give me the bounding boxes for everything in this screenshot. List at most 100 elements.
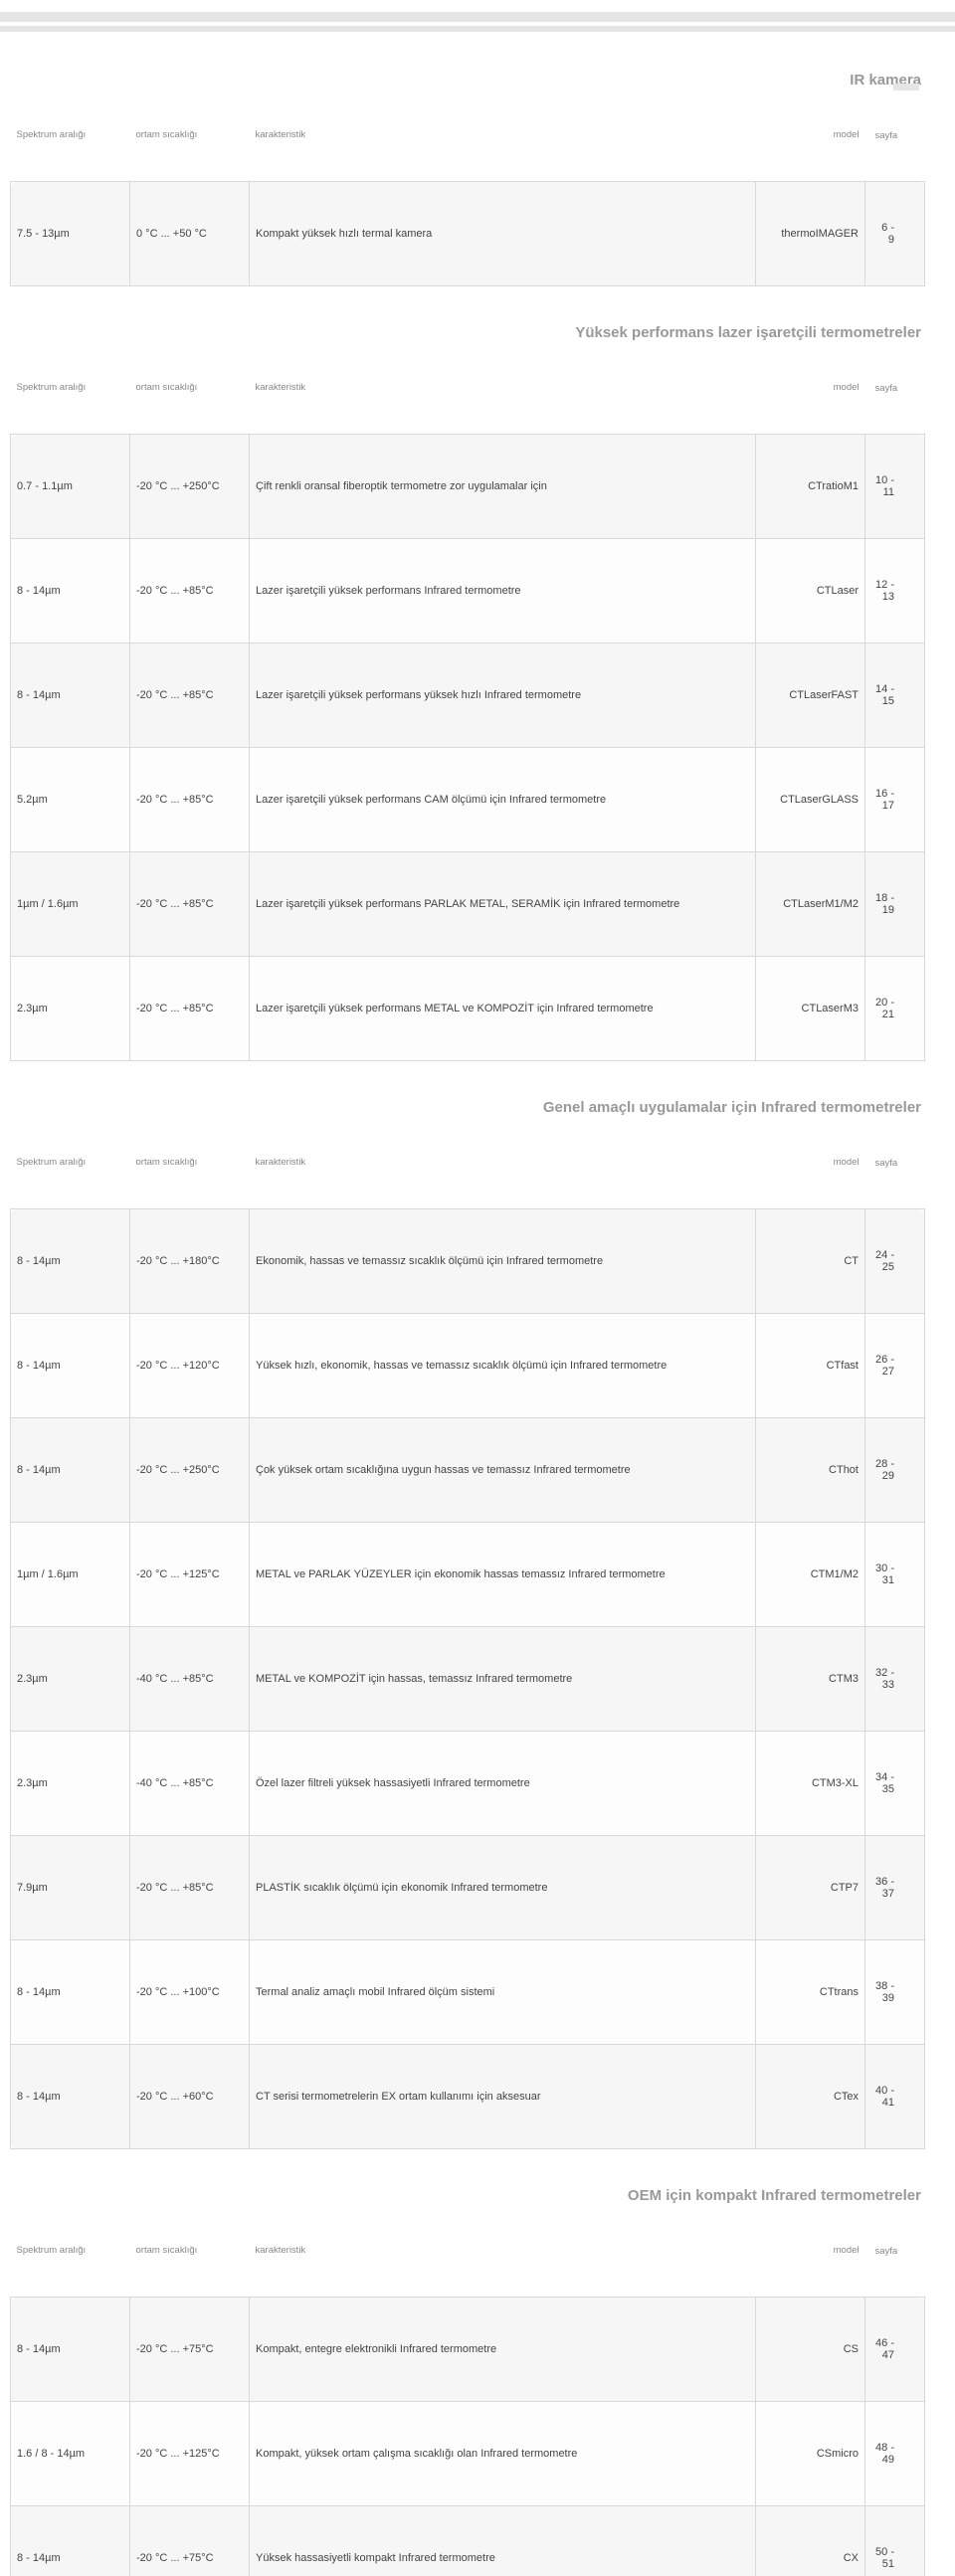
- column-header-ambient: ortam sıcaklığı: [130, 2206, 250, 2298]
- sections-container: IR kameraSpektrum aralığıortam sıcaklığı…: [10, 72, 925, 2576]
- cell-characteristic: Lazer işaretçili yüksek performans CAM ö…: [250, 748, 756, 852]
- cell-spectrum: 8 - 14µm: [11, 2506, 130, 2576]
- product-table: Spektrum aralığıortam sıcaklığıkarakteri…: [10, 1118, 925, 2149]
- cell-page: 12 - 13: [865, 539, 925, 644]
- cell-spectrum: 2.3µm: [11, 957, 130, 1061]
- column-header-page: sayfa: [865, 91, 925, 182]
- cell-ambient: -20 °C ... +75°C: [130, 2506, 250, 2576]
- cell-model: CTLaserM3: [756, 957, 865, 1061]
- cell-characteristic: Kompakt, entegre elektronikli Infrared t…: [250, 2298, 756, 2402]
- cell-page: 30 - 31: [865, 1523, 925, 1627]
- table-row: 8 - 14µm-20 °C ... +85°CLazer işaretçili…: [11, 539, 925, 644]
- cell-model: CTLaserFAST: [756, 644, 865, 748]
- cell-characteristic: Özel lazer filtreli yüksek hassasiyetli …: [250, 1732, 756, 1836]
- cell-ambient: -20 °C ... +85°C: [130, 1836, 250, 1940]
- table-row: 1µm / 1.6µm-20 °C ... +85°CLazer işaretç…: [11, 852, 925, 957]
- table-row: 1.6 / 8 - 14µm-20 °C ... +125°CKompakt, …: [11, 2402, 925, 2506]
- column-header-model: model: [756, 343, 865, 435]
- cell-characteristic: Lazer işaretçili yüksek performans yükse…: [250, 644, 756, 748]
- table-row: 8 - 14µm-20 °C ... +180°CEkonomik, hassa…: [11, 1209, 925, 1314]
- table-row: 7.9µm-20 °C ... +85°CPLASTİK sıcaklık öl…: [11, 1836, 925, 1940]
- cell-spectrum: 2.3µm: [11, 1627, 130, 1732]
- cell-characteristic: Yüksek hızlı, ekonomik, hassas ve temass…: [250, 1314, 756, 1418]
- table-row: 2.3µm-40 °C ... +85°CMETAL ve KOMPOZİT i…: [11, 1627, 925, 1732]
- table-row: 2.3µm-20 °C ... +85°CLazer işaretçili yü…: [11, 957, 925, 1061]
- cell-characteristic: Kompakt, yüksek ortam çalışma sıcaklığı …: [250, 2402, 756, 2506]
- column-header-page: sayfa: [865, 1118, 925, 1209]
- cell-spectrum: 2.3µm: [11, 1732, 130, 1836]
- cell-spectrum: 8 - 14µm: [11, 1418, 130, 1523]
- cell-page: 46 - 47: [865, 2298, 925, 2402]
- cell-ambient: -20 °C ... +180°C: [130, 1209, 250, 1314]
- column-header-spectrum: Spektrum aralığı: [11, 2206, 130, 2298]
- table-row: 8 - 14µm-20 °C ... +85°CLazer işaretçili…: [11, 644, 925, 748]
- column-header-characteristic: karakteristik: [250, 91, 756, 182]
- cell-spectrum: 8 - 14µm: [11, 2298, 130, 2402]
- cell-page: 28 - 29: [865, 1418, 925, 1523]
- cell-page: 48 - 49: [865, 2402, 925, 2506]
- cell-characteristic: CT serisi termometrelerin EX ortam kulla…: [250, 2045, 756, 2149]
- cell-model: CTLaserM1/M2: [756, 852, 865, 957]
- cell-ambient: -20 °C ... +250°C: [130, 435, 250, 539]
- cell-characteristic: Ekonomik, hassas ve temassız sıcaklık öl…: [250, 1209, 756, 1314]
- cell-model: CSmicro: [756, 2402, 865, 2506]
- cell-spectrum: 7.5 - 13µm: [11, 182, 130, 286]
- section-title: Yüksek performans lazer işaretçili termo…: [10, 324, 925, 341]
- product-table: Spektrum aralığıortam sıcaklığıkarakteri…: [10, 2206, 925, 2576]
- cell-characteristic: PLASTİK sıcaklık ölçümü için ekonomik In…: [250, 1836, 756, 1940]
- table-row: 0.7 - 1.1µm-20 °C ... +250°CÇift renkli …: [11, 435, 925, 539]
- column-header-characteristic: karakteristik: [250, 1118, 756, 1209]
- cell-ambient: 0 °C ... +50 °C: [130, 182, 250, 286]
- table-row: 8 - 14µm-20 °C ... +250°CÇok yüksek orta…: [11, 1418, 925, 1523]
- cell-page: 14 - 15: [865, 644, 925, 748]
- section-title: IR kamera: [10, 72, 925, 89]
- cell-model: CTM3-XL: [756, 1732, 865, 1836]
- cell-spectrum: 8 - 14µm: [11, 1209, 130, 1314]
- cell-spectrum: 1µm / 1.6µm: [11, 852, 130, 957]
- column-header-model: model: [756, 91, 865, 182]
- column-header-characteristic: karakteristik: [250, 343, 756, 435]
- column-header-page: sayfa: [865, 343, 925, 435]
- cell-model: CTtrans: [756, 1940, 865, 2045]
- cell-spectrum: 0.7 - 1.1µm: [11, 435, 130, 539]
- section: OEM için kompakt Infrared termometrelerS…: [10, 2187, 925, 2576]
- product-table: Spektrum aralığıortam sıcaklığıkarakteri…: [10, 343, 925, 1061]
- table-row: 8 - 14µm-20 °C ... +60°CCT serisi termom…: [11, 2045, 925, 2149]
- cell-spectrum: 8 - 14µm: [11, 644, 130, 748]
- cell-ambient: -20 °C ... +85°C: [130, 957, 250, 1061]
- cell-page: 36 - 37: [865, 1836, 925, 1940]
- cell-page: 20 - 21: [865, 957, 925, 1061]
- cell-spectrum: 8 - 14µm: [11, 539, 130, 644]
- table-row: 8 - 14µm-20 °C ... +120°CYüksek hızlı, e…: [11, 1314, 925, 1418]
- cell-ambient: -20 °C ... +60°C: [130, 2045, 250, 2149]
- cell-model: CTLaserGLASS: [756, 748, 865, 852]
- cell-page: 40 - 41: [865, 2045, 925, 2149]
- cell-ambient: -40 °C ... +85°C: [130, 1627, 250, 1732]
- cell-spectrum: 8 - 14µm: [11, 1940, 130, 2045]
- cell-page: 38 - 39: [865, 1940, 925, 2045]
- cell-characteristic: Lazer işaretçili yüksek performans Infra…: [250, 539, 756, 644]
- cell-spectrum: 8 - 14µm: [11, 2045, 130, 2149]
- cell-characteristic: Kompakt yüksek hızlı termal kamera: [250, 182, 756, 286]
- cell-characteristic: Lazer işaretçili yüksek performans PARLA…: [250, 852, 756, 957]
- section: IR kamera Spektrum aralığıortam sıcaklığı…: [10, 72, 925, 286]
- cell-page: 16 - 17: [865, 748, 925, 852]
- section: Yüksek performans lazer işaretçili termo…: [10, 324, 925, 1061]
- cell-ambient: -20 °C ... +100°C: [130, 1940, 250, 2045]
- table-row: 5.2µm-20 °C ... +85°CLazer işaretçili yü…: [11, 748, 925, 852]
- column-header-ambient: ortam sıcaklığı: [130, 343, 250, 435]
- table-row: 1µm / 1.6µm-20 °C ... +125°CMETAL ve PAR…: [11, 1523, 925, 1627]
- column-header-spectrum: Spektrum aralığı: [11, 1118, 130, 1209]
- cell-ambient: -40 °C ... +85°C: [130, 1732, 250, 1836]
- column-header-ambient: ortam sıcaklığı: [130, 1118, 250, 1209]
- cell-page: 24 - 25: [865, 1209, 925, 1314]
- cell-spectrum: 7.9µm: [11, 1836, 130, 1940]
- cell-page: 10 - 11: [865, 435, 925, 539]
- column-header-spectrum: Spektrum aralığı: [11, 343, 130, 435]
- cell-ambient: -20 °C ... +85°C: [130, 539, 250, 644]
- cell-ambient: -20 °C ... +250°C: [130, 1418, 250, 1523]
- cell-model: CTM3: [756, 1627, 865, 1732]
- cell-page: 50 - 51: [865, 2506, 925, 2576]
- product-table: Spektrum aralığıortam sıcaklığıkarakteri…: [10, 91, 925, 286]
- cell-characteristic: Lazer işaretçili yüksek performans METAL…: [250, 957, 756, 1061]
